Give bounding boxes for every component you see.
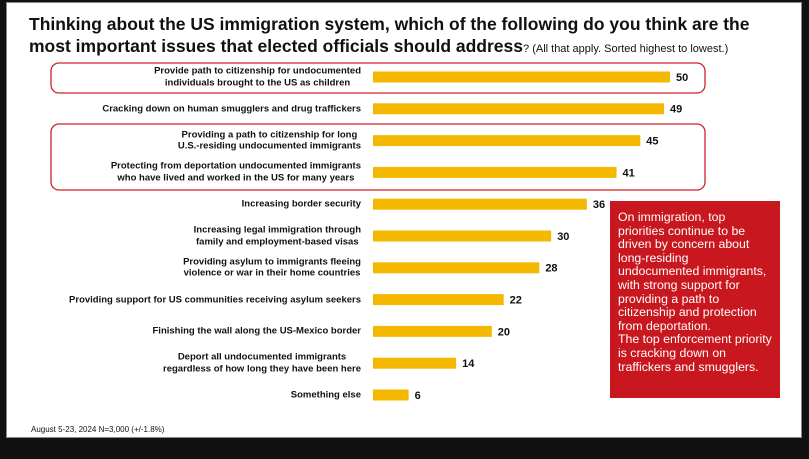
bar bbox=[373, 71, 670, 83]
highlight-box bbox=[50, 123, 706, 191]
category-label: Providing a path to citizenship for long… bbox=[177, 129, 361, 152]
category-label: Cracking down on human smugglers and dru… bbox=[102, 103, 361, 115]
value-label: 28 bbox=[545, 263, 557, 275]
category-label: Protecting from deportation undocumented… bbox=[110, 160, 361, 184]
value-label: 45 bbox=[646, 136, 658, 148]
category-label: Providing support for US communities rec… bbox=[69, 293, 361, 305]
value-label: 22 bbox=[510, 295, 522, 307]
value-label: 50 bbox=[676, 72, 688, 84]
value-label: 49 bbox=[670, 104, 682, 116]
category-label: Provide path to citizenship for undocume… bbox=[154, 65, 361, 89]
highlight-box bbox=[50, 62, 706, 94]
category-label: Deport all undocumented immigrants regar… bbox=[163, 351, 361, 375]
category-label: Finishing the wall along the US-Mexico b… bbox=[152, 325, 362, 337]
subtitle: ? (All that apply. Sorted highest to low… bbox=[523, 43, 729, 55]
bar bbox=[373, 294, 504, 306]
annotation-box: On immigration, top priorities continue … bbox=[610, 201, 780, 398]
slide: Thinking about the US immigration system… bbox=[6, 2, 802, 438]
footnote: August 5-23, 2024 N=3,000 (+/-1.8%) bbox=[31, 425, 165, 434]
title-text: Thinking about the US immigration system… bbox=[29, 14, 750, 56]
bar bbox=[373, 135, 641, 147]
value-label: 6 bbox=[415, 390, 421, 402]
bar bbox=[373, 166, 617, 178]
bar bbox=[373, 262, 540, 274]
bar bbox=[373, 230, 552, 242]
value-label: 36 bbox=[593, 199, 605, 211]
value-label: 30 bbox=[557, 231, 569, 243]
chart: 50 49 45 41 36 30 28 22 20 14 6 bbox=[50, 62, 706, 402]
bar bbox=[373, 103, 665, 115]
bar bbox=[373, 389, 409, 401]
bar bbox=[373, 325, 492, 337]
category-label: Increasing legal immigration through fam… bbox=[193, 224, 361, 248]
bar bbox=[373, 198, 587, 210]
value-label: 20 bbox=[498, 326, 510, 338]
value-label: 14 bbox=[462, 358, 475, 370]
category-label: Providing asylum to immigrants fleeing v… bbox=[183, 256, 361, 279]
chart-title: Thinking about the US immigration system… bbox=[29, 13, 789, 60]
category-label: Increasing border security bbox=[241, 198, 361, 210]
category-label: Something else bbox=[290, 389, 361, 401]
value-label: 41 bbox=[623, 167, 635, 179]
bar bbox=[373, 357, 457, 369]
